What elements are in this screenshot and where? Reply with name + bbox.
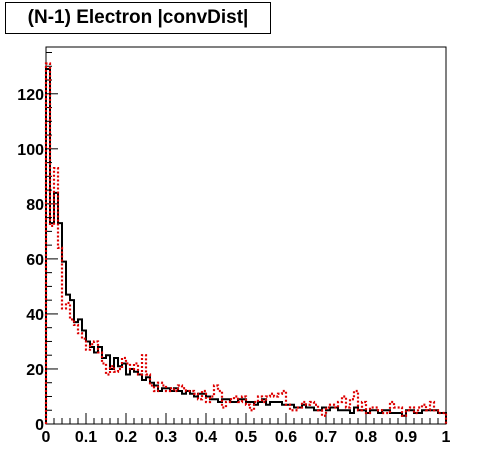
x-tick-label: 0.4 [195, 429, 217, 446]
chart-title: (N-1) Electron |convDist| [5, 2, 271, 34]
x-tick-label: 0 [42, 429, 51, 446]
x-tick-label: 0.6 [275, 429, 297, 446]
x-tick-label: 0.2 [115, 429, 137, 446]
x-tick-label: 0.5 [235, 429, 257, 446]
x-tick-label: 0.9 [395, 429, 417, 446]
series-layer [44, 62, 448, 424]
x-tick-label: 0.8 [355, 429, 377, 446]
y-tick-label: 120 [17, 87, 44, 104]
y-tick-label: 40 [26, 307, 44, 324]
axis-ticks [45, 52, 447, 425]
series-black-solid [45, 68, 447, 424]
y-tick-label: 80 [26, 197, 44, 214]
y-tick-label: 20 [26, 362, 44, 379]
x-tick-label: 0.3 [155, 429, 177, 446]
x-tick-label: 0.7 [315, 429, 337, 446]
y-tick-labels: 0 20 40 60 80 100 120 [17, 87, 44, 434]
x-tick-label: 1 [442, 429, 451, 446]
y-tick-label: 60 [26, 252, 44, 269]
y-tick-label: 0 [35, 417, 44, 434]
series-red-dotted [44, 62, 448, 424]
x-tick-labels: 0 0.1 0.2 0.3 0.4 0.5 0.6 0.7 0.8 0.9 1 [42, 429, 451, 446]
plot-frame [45, 46, 447, 425]
y-tick-label: 100 [17, 142, 44, 159]
x-tick-label: 0.1 [75, 429, 97, 446]
